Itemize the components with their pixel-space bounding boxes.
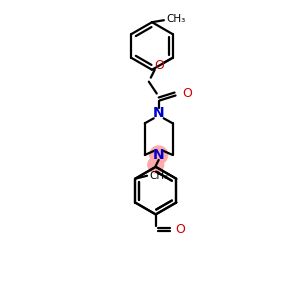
Text: N: N: [153, 106, 164, 120]
Text: N: N: [153, 148, 164, 162]
Text: O: O: [176, 223, 185, 236]
Circle shape: [150, 146, 168, 164]
Text: CH₃: CH₃: [167, 14, 186, 24]
Text: O: O: [182, 87, 192, 100]
Text: O: O: [154, 59, 164, 72]
Circle shape: [148, 157, 164, 173]
Text: CH₃: CH₃: [149, 171, 168, 181]
